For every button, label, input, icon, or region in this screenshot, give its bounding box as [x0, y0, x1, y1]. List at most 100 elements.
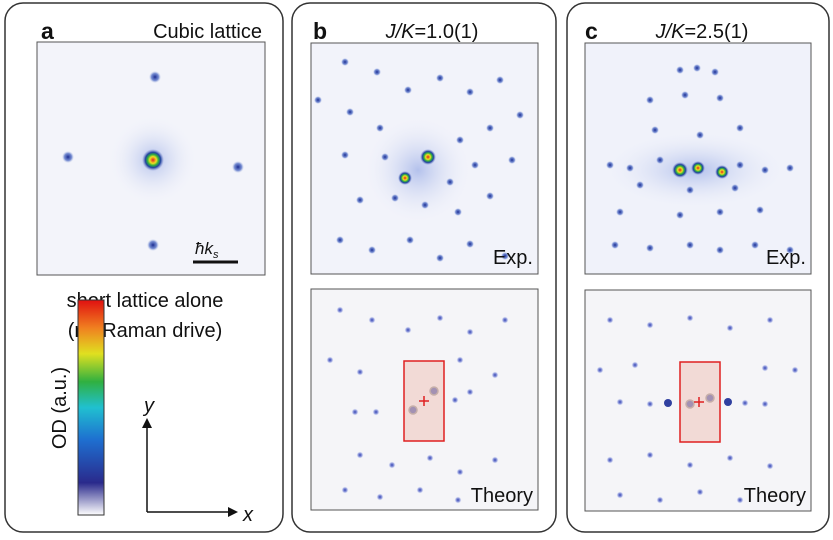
spot	[376, 124, 384, 132]
axes-arrows	[142, 418, 238, 517]
spot	[491, 456, 499, 464]
spot	[381, 153, 389, 161]
spot	[626, 164, 634, 172]
panel-letter: a	[41, 18, 54, 44]
spot	[715, 165, 729, 179]
spot	[676, 211, 684, 219]
spot	[388, 461, 396, 469]
spot	[420, 149, 436, 165]
spot	[142, 149, 164, 171]
spot	[368, 316, 376, 324]
spot	[616, 208, 624, 216]
panel-frames	[4, 2, 830, 533]
spot	[486, 124, 494, 132]
spot	[404, 86, 412, 94]
spot	[368, 246, 376, 254]
spot	[351, 408, 359, 416]
spot	[341, 486, 349, 494]
spot	[651, 126, 659, 134]
caption: short lattice alone	[67, 290, 224, 312]
spot	[454, 208, 462, 216]
spot	[466, 388, 474, 396]
spot	[616, 398, 624, 406]
spot	[686, 314, 694, 322]
spot	[736, 161, 744, 169]
colorbar	[77, 299, 105, 516]
spot	[373, 68, 381, 76]
spot	[326, 356, 334, 364]
panel-letter: b	[313, 18, 327, 44]
spot	[346, 108, 354, 116]
spot	[491, 371, 499, 379]
spot	[736, 496, 744, 504]
scale-label: ħks	[195, 239, 219, 261]
spot	[456, 356, 464, 364]
spot	[766, 462, 774, 470]
spot	[616, 491, 624, 499]
spot	[516, 111, 524, 119]
spot	[501, 252, 509, 260]
spot	[466, 240, 474, 248]
spot	[147, 239, 159, 251]
spot	[636, 181, 644, 189]
spot	[726, 454, 734, 462]
spot	[341, 58, 349, 66]
spot	[631, 361, 639, 369]
spot	[646, 400, 654, 408]
spot	[664, 399, 672, 407]
spot	[756, 206, 764, 214]
spot	[716, 208, 724, 216]
spot	[336, 236, 344, 244]
spot	[341, 151, 349, 159]
spot	[356, 196, 364, 204]
spot	[336, 306, 344, 314]
spot	[406, 236, 414, 244]
spot	[646, 321, 654, 329]
spot	[466, 328, 474, 336]
spot	[676, 66, 684, 74]
spot	[761, 166, 769, 174]
spot	[786, 246, 794, 254]
spot	[786, 164, 794, 172]
spot	[726, 324, 734, 332]
spot	[711, 68, 719, 76]
spot	[436, 254, 444, 262]
spot	[646, 96, 654, 104]
spot	[62, 151, 74, 163]
spot	[696, 131, 704, 139]
spot	[356, 368, 364, 376]
spot	[456, 468, 464, 476]
spot	[496, 76, 504, 84]
spot	[766, 316, 774, 324]
spot	[436, 314, 444, 322]
colorbar-label: OD (a.u.)	[49, 367, 71, 449]
spot	[741, 399, 749, 407]
spot	[686, 461, 694, 469]
spot	[606, 161, 614, 169]
spot	[404, 326, 412, 334]
spot	[686, 186, 694, 194]
spot	[646, 451, 654, 459]
spot	[693, 64, 701, 72]
caption: (no Raman drive)	[68, 320, 223, 342]
panel-title: J/K=1.0(1)	[385, 21, 479, 43]
spot	[724, 398, 732, 406]
spot	[446, 178, 454, 186]
spot	[451, 396, 459, 404]
panel-title: J/K=2.5(1)	[655, 21, 749, 43]
spot	[696, 488, 704, 496]
panel-letter: c	[585, 18, 598, 44]
spot	[716, 94, 724, 102]
theory-label: Theory	[471, 485, 533, 507]
spot	[611, 241, 619, 249]
spot	[466, 88, 474, 96]
spot	[761, 364, 769, 372]
spot	[501, 316, 509, 324]
spot	[314, 96, 322, 104]
spot	[363, 115, 473, 225]
spot	[398, 171, 412, 185]
spot	[421, 201, 429, 209]
spot	[656, 496, 664, 504]
spot	[454, 496, 462, 504]
